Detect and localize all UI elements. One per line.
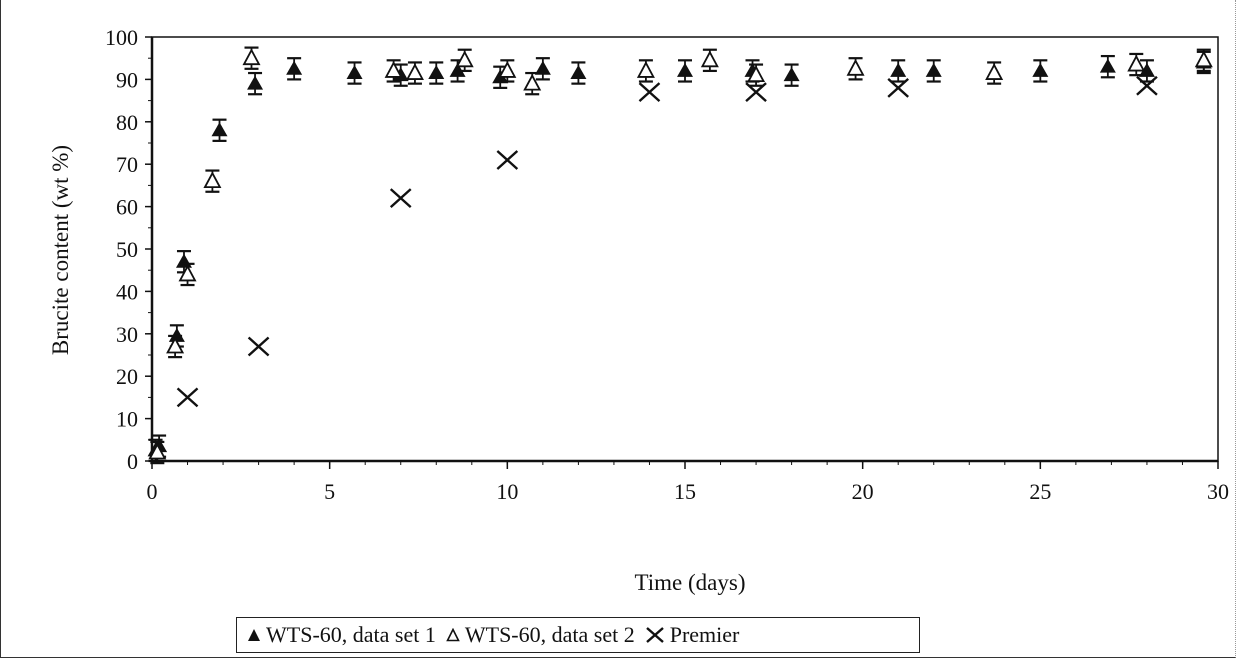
data-point-set2 — [384, 61, 403, 78]
data-marks — [147, 46, 1213, 465]
y-axis-label: Brucite content (wt %) — [48, 145, 73, 355]
x-tick-label: 15 — [674, 479, 696, 504]
y-tick-label: 0 — [127, 449, 138, 474]
data-point-premier — [389, 188, 412, 209]
y-tick-label: 40 — [116, 279, 138, 304]
data-point-premier — [247, 336, 270, 357]
data-point-set2 — [148, 442, 167, 460]
data-point-set2 — [636, 61, 655, 78]
data-point-set1 — [1099, 58, 1116, 73]
scatter-chart: 0 10 20 30 40 50 60 70 80 90 100 0 5 10 15 20 25 30 Time… — [48, 25, 1229, 595]
data-point-premier — [176, 387, 199, 408]
data-point-set1 — [211, 122, 228, 137]
data-point-set1 — [428, 65, 445, 80]
x-tick-label: 25 — [1029, 479, 1051, 504]
y-tick-label: 90 — [116, 67, 138, 92]
legend-item-set1: WTS-60, data set 1 — [247, 622, 436, 648]
data-point-set1 — [247, 75, 264, 90]
data-point-set2 — [523, 73, 542, 91]
data-point-set1 — [925, 62, 942, 77]
legend: WTS-60, data set 1 WTS-60, data set 2 Pr… — [236, 617, 920, 653]
data-point-set2 — [166, 336, 185, 354]
data-point-set1 — [346, 65, 363, 80]
legend-label: Premier — [669, 622, 740, 647]
data-point-set1 — [1138, 62, 1155, 77]
x-tick-label: 20 — [852, 479, 874, 504]
data-point-set1 — [570, 65, 587, 80]
data-point-set2 — [203, 171, 222, 189]
x-axis-label: Time (days) — [635, 570, 746, 595]
data-point-set2 — [1127, 54, 1146, 72]
data-point-set2 — [405, 63, 424, 80]
legend-label: WTS-60, data set 1 — [266, 622, 436, 647]
y-tick-label: 50 — [116, 237, 138, 262]
data-point-set1 — [783, 67, 800, 82]
data-point-set2 — [498, 61, 517, 78]
data-point-premier — [1136, 75, 1158, 96]
x-tick-label: 10 — [496, 479, 518, 504]
plot-border — [151, 36, 1219, 462]
y-tick-label: 60 — [116, 195, 138, 220]
data-point-set2 — [747, 65, 766, 83]
data-point-set1 — [449, 62, 466, 77]
data-point-premier — [745, 82, 767, 103]
data-point-set2 — [846, 58, 865, 76]
open-triangle-icon — [446, 628, 460, 642]
data-point-premier — [638, 82, 661, 103]
y-tick-label: 100 — [105, 25, 138, 50]
data-point-premier — [887, 77, 910, 98]
data-point-set1 — [1032, 62, 1049, 77]
x-tick-label: 0 — [147, 479, 158, 504]
data-point-set1 — [175, 253, 192, 268]
x-mark-icon — [645, 627, 664, 643]
x-axis: 0 5 10 15 20 25 30 — [147, 461, 1229, 504]
data-point-set2 — [178, 264, 197, 282]
data-point-set2 — [700, 50, 719, 68]
data-point-set1 — [286, 60, 303, 75]
data-point-set1 — [677, 62, 693, 77]
filled-triangle-icon — [248, 629, 260, 641]
y-axis: 0 10 20 30 40 50 60 70 80 90 100 — [105, 25, 152, 474]
x-tick-label: 30 — [1207, 479, 1229, 504]
data-point-set2 — [455, 50, 474, 68]
data-point-premier — [496, 150, 519, 170]
data-point-set1 — [534, 60, 551, 75]
y-tick-label: 20 — [116, 364, 138, 389]
data-point-set2 — [1194, 50, 1213, 68]
data-point-set2 — [985, 63, 1004, 80]
x-tick-label: 5 — [324, 479, 335, 504]
legend-item-set2: WTS-60, data set 2 — [446, 622, 635, 648]
plot-area — [150, 36, 1219, 463]
y-tick-label: 80 — [116, 110, 138, 135]
y-tick-label: 70 — [116, 152, 138, 177]
data-point-set1 — [890, 62, 907, 77]
legend-item-premier: Premier — [645, 622, 740, 648]
data-point-set2 — [242, 48, 261, 66]
y-tick-label: 10 — [116, 407, 138, 432]
legend-label: WTS-60, data set 2 — [464, 622, 635, 647]
y-tick-label: 30 — [116, 322, 138, 347]
